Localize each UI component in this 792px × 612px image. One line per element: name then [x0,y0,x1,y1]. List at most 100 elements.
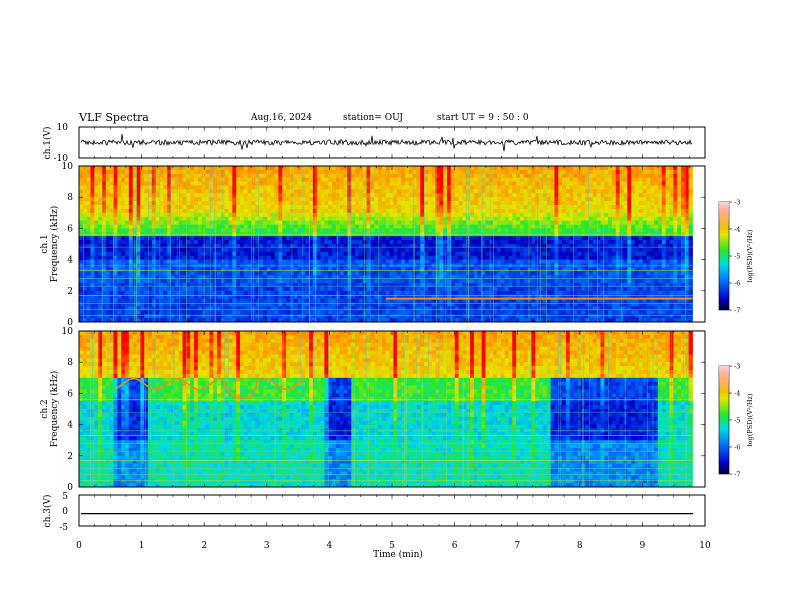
spec-ch1-cell [309,271,314,276]
spec-ch1-cell [243,244,249,249]
spec-ch1-cell [94,185,99,190]
spec-ch1-cell [320,244,325,249]
spec-ch1-cell [443,255,448,260]
spec-ch1-cell [481,279,486,284]
spec-ch1-cell [546,310,552,315]
spec-ch1-cell [243,228,249,233]
spec-ch1-cell [293,255,298,260]
spec-ch1-cell [186,173,191,179]
spec-ch1-cell [148,306,153,311]
spec-ch1-cell [232,173,237,179]
spec-ch1-cell [125,193,130,198]
spec-ch1-cell [186,275,191,280]
spec-ch1-cell [332,228,337,233]
spec-ch1-cell [140,208,145,214]
spec-ch1-cell [90,201,95,206]
spec-ch1-cell [282,169,287,175]
spec-ch1-cell [420,177,425,182]
spec-ch1-cell [458,177,463,182]
spec-ch1-cell [401,310,406,315]
spec-ch1-cell [431,267,436,272]
spec-ch1-cell [159,302,164,307]
spec-ch1-cell [450,302,456,307]
spec-ch1-cell [113,279,118,284]
spec-ch1-cell [512,205,517,210]
spec-ch1-cell [217,205,222,210]
spec-ch1-cell [274,228,279,233]
spec-ch1-cell [355,318,360,323]
spec-ch1-cell [125,173,130,179]
spec-ch1-cell [232,314,237,319]
spec-ch1-cell [305,166,310,171]
spec-ch1-cell [393,173,398,179]
spec-ch1-cell [312,224,318,229]
spec-ch1-cell [140,201,145,206]
spec-ch1-cell [328,306,333,311]
spec-ch1-cell [228,228,233,233]
spec-ch1-cell [462,169,467,175]
spec-ch1-cell [236,259,241,264]
spec-ch1-cell [427,306,433,311]
spec-ch1-cell [485,251,490,257]
spec-ch1-cell [370,220,375,225]
spec-ch1-cell [504,193,509,198]
spec-ch1-cell [282,236,287,241]
spec-ch1-cell [443,306,448,311]
spec-ch1-cell [312,283,318,288]
spec-ch1-cell [450,310,456,315]
spec-ch1-cell [539,212,544,218]
spec-ch1-cell [217,197,222,202]
spec-ch1-cell [109,205,114,210]
spec-ch1-cell [374,220,379,225]
spec-ch1-cell [347,290,352,296]
spec-ch1-cell [240,185,245,190]
spec-ch1-cell [113,318,118,323]
spec-ch1-cell [519,279,525,284]
spec-ch1-cell [470,251,475,257]
spec-ch1-cell [232,240,237,245]
spec-ch1-cell [508,173,513,179]
spec-ch1-cell [500,220,505,225]
spec-ch1-cell [527,228,532,233]
spec-ch1-cell [351,228,356,233]
spec-ch1-cell [343,279,348,284]
spec-ch1-cell [190,205,195,210]
spec-ch1-cell [431,177,436,182]
spec-ch1-cell [243,290,249,296]
spec-ch1-cell [393,240,398,245]
spec-ch1-cell [447,244,452,249]
spec-ch1-cell [401,224,406,229]
spec-ch1-cell [90,236,95,241]
spec-ch1-cell [500,240,505,245]
spec-ch1-cell [378,169,383,175]
spec-ch1-cell [117,220,122,225]
spec-ch1-cell [151,240,157,245]
spec-ch1-cell [519,318,525,323]
spec-ch1-cell [439,259,444,264]
spec-ch1-cell [259,314,264,319]
spec-ch1-cell [163,244,168,249]
spec-ch1-cell [117,177,122,182]
spec-ch1-cell [113,247,118,253]
spec-ch1-cell [121,306,126,311]
spec-ch1-cell [477,251,482,257]
spec-ch1-cell [293,208,298,214]
spec-ch1-cell [450,224,456,229]
spec-ch1-cell [343,212,348,218]
spec-ch1-cell [151,216,157,221]
spec-ch1-cell [389,236,394,241]
spec-ch1-cell [481,197,486,202]
spec-ch1-cell [144,224,149,229]
spec-ch1-cell [416,224,421,229]
spec-ch1-cell [450,185,456,190]
spec-ch1-cell [531,310,536,315]
spec-ch1-cell [316,220,321,225]
spec-ch1-cell [470,255,475,260]
spec-ch1-cell [263,173,268,179]
spec-ch1-cell [121,197,126,202]
spec-ch1-cell [519,173,525,179]
spec-ch1-cell [105,310,111,315]
spec-ch1-cell [140,205,145,210]
spec-ch1-cell [343,193,348,198]
spec-ch1-cell [424,166,429,171]
